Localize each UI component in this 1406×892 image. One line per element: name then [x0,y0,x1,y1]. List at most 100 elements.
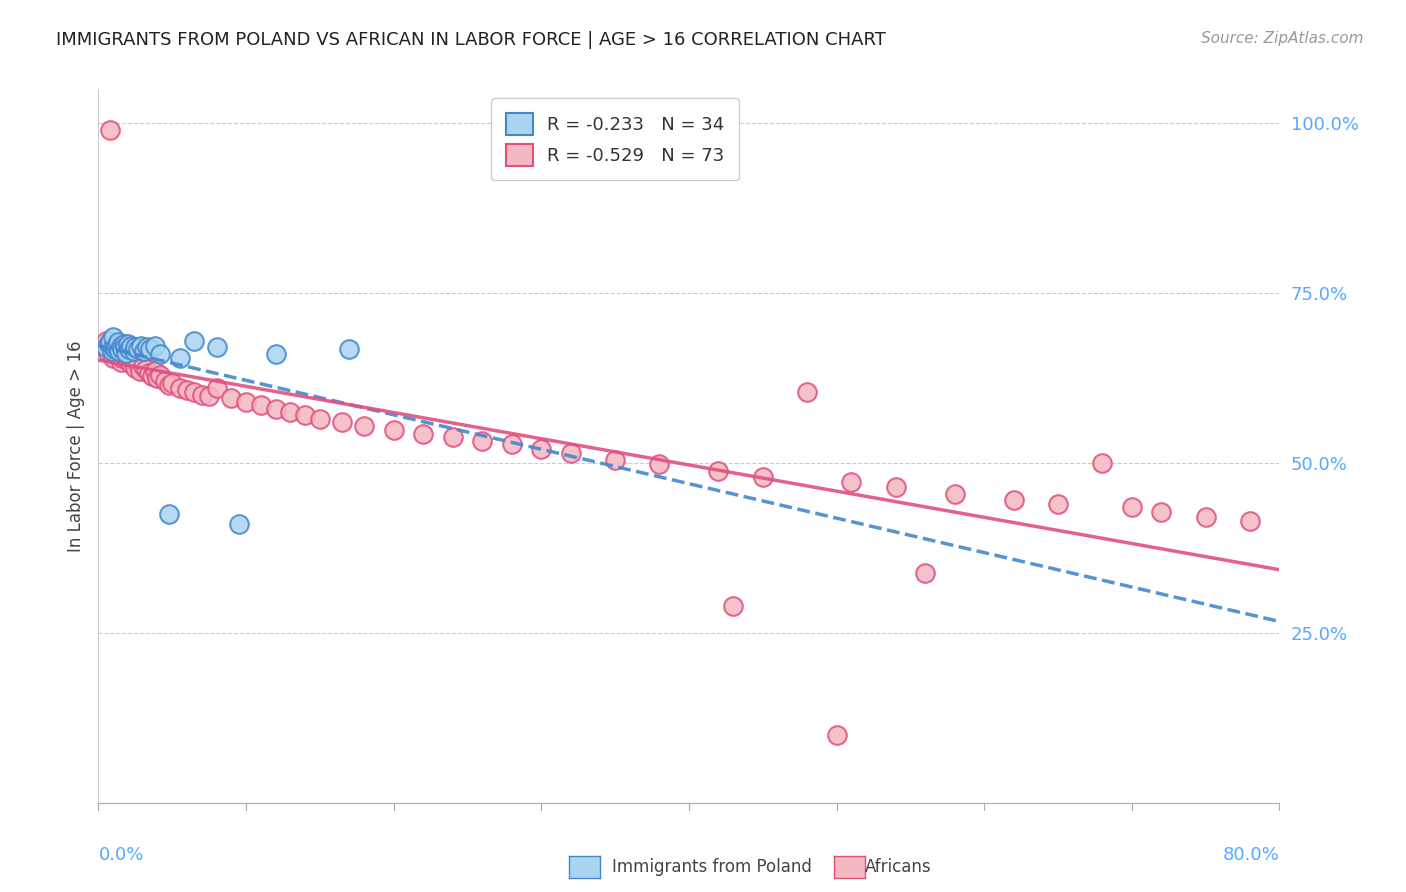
Point [127,342,149,356]
Point [501,437,523,451]
Point [530,442,553,457]
Point [139,342,162,356]
Point [108,343,131,358]
Point [103,330,125,344]
Point [107,334,129,349]
Point [169,381,191,395]
Point [162,376,184,390]
Point [114,341,136,355]
Point [648,458,671,472]
Point [136,341,159,355]
Point [183,334,205,348]
Point [382,423,405,437]
Point [1002,493,1025,508]
Point [149,368,172,382]
Point [124,341,146,355]
Point [198,389,221,403]
Point [560,446,582,460]
Point [98,123,121,137]
Point [228,517,250,532]
Point [128,364,150,378]
Point [115,351,138,365]
Point [221,392,243,406]
Point [943,486,966,500]
Point [104,343,127,358]
Text: 80.0%: 80.0% [1223,846,1279,863]
Point [294,409,316,423]
Point [143,339,166,353]
Point [1150,505,1173,519]
Y-axis label: In Labor Force | Age > 16: In Labor Force | Age > 16 [66,340,84,552]
Point [146,371,169,385]
Point [110,339,132,353]
Point [153,375,176,389]
Point [118,342,141,356]
Point [115,346,138,360]
Point [117,337,139,351]
Point [108,346,131,360]
Point [134,343,156,358]
Point [884,480,907,494]
Point [1121,500,1143,515]
Point [169,351,191,365]
Text: Immigrants from Poland: Immigrants from Poland [612,858,811,876]
Point [104,342,127,356]
Point [183,384,205,399]
Point [117,354,139,368]
Point [176,383,198,397]
Point [94,341,117,355]
Point [353,418,375,433]
Point [339,342,361,356]
Point [122,343,145,358]
Point [105,339,128,353]
Point [280,405,302,419]
Point [412,427,434,442]
Point [235,394,257,409]
Point [111,342,134,356]
Point [98,334,121,348]
Text: Source: ZipAtlas.com: Source: ZipAtlas.com [1201,31,1364,46]
Point [110,355,132,369]
Point [100,342,122,356]
Point [707,464,730,478]
Point [120,358,142,372]
Point [135,362,157,376]
Point [120,339,142,353]
Point [752,469,775,483]
Text: 0.0%: 0.0% [98,846,143,863]
Point [105,341,128,355]
Point [1091,456,1114,470]
Point [94,334,117,348]
Point [138,366,160,380]
Point [103,341,125,355]
Point [112,343,135,358]
Point [796,384,818,399]
Point [1195,510,1218,524]
Point [132,359,155,374]
Text: Africans: Africans [865,858,931,876]
Legend: R = -0.233   N = 34, R = -0.529   N = 73: R = -0.233 N = 34, R = -0.529 N = 73 [491,98,740,180]
Point [117,347,139,361]
Point [605,452,627,467]
Point [125,355,148,369]
Point [191,388,214,402]
Point [157,377,180,392]
Point [143,364,166,378]
Point [114,347,136,361]
Point [471,434,494,449]
Point [103,339,125,353]
Point [149,347,172,361]
Point [205,341,228,355]
Point [141,369,163,384]
Point [1046,497,1070,511]
Point [96,343,118,358]
Point [100,343,122,358]
Point [309,412,332,426]
Point [124,360,146,375]
Point [441,430,464,444]
Point [103,351,125,365]
Point [825,728,848,742]
Point [121,352,143,367]
Point [205,381,228,395]
Point [330,415,353,429]
